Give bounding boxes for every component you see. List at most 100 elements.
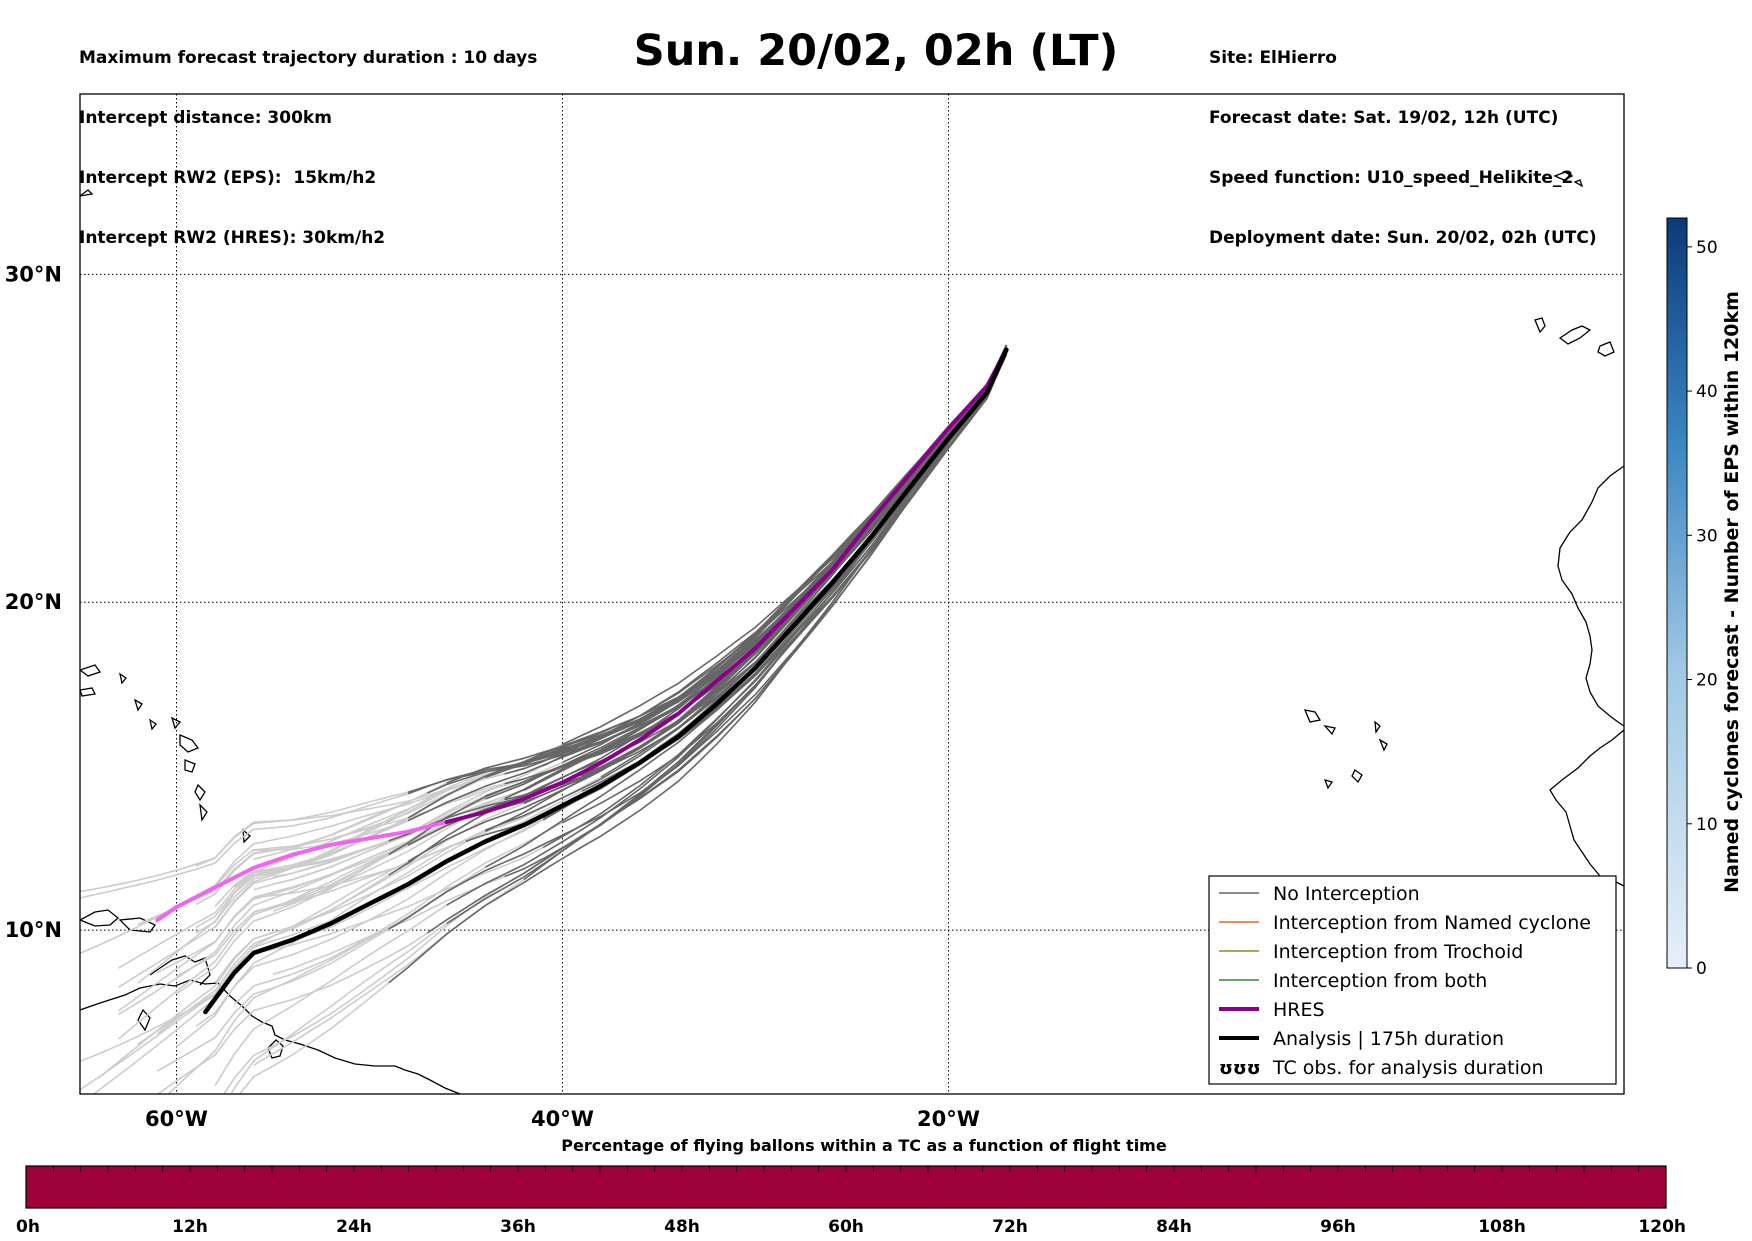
legend-entry: No Interception — [1219, 883, 1420, 905]
colorbar-right: 0 10 20 30 40 50 Named cyclones forecast - Nu… — [1666, 217, 1743, 979]
eps-trajectory — [600, 353, 1008, 763]
eps-trajectory — [484, 344, 1008, 833]
colorbar-bottom-tick-label: 60h — [828, 1217, 864, 1237]
legend-box — [1208, 875, 1617, 1085]
lat-tick-label: 20°N — [5, 590, 62, 614]
page-title: Sun. 20/02, 02h (LT) — [633, 26, 1119, 76]
header-right-line: Forecast date: Sat. 19/02, 12h (UTC) — [1209, 108, 1559, 128]
coastline-capeverde-1 — [1303, 709, 1322, 723]
colorbar-right-tick-label: 40 — [1696, 382, 1718, 402]
eps-trajectory-faded — [167, 866, 486, 1094]
eps-trajectory — [407, 344, 1008, 822]
eps-trajectory — [485, 344, 1008, 800]
coastline-capeverde-3 — [1374, 720, 1381, 734]
eps-trajectory — [600, 346, 1008, 778]
eps-trajectory — [523, 353, 1008, 763]
colorbar-bottom-tick-label: 84h — [1156, 1217, 1192, 1237]
header-left-line: Intercept RW2 (EPS): 15km/h2 — [79, 168, 377, 188]
tc-obs-symbol-icon: ʊʊʊ — [1219, 1058, 1261, 1079]
eps-trajectory — [446, 353, 1008, 906]
legend-label: Analysis | 175h duration — [1273, 1028, 1504, 1050]
legend-label: No Interception — [1273, 883, 1420, 905]
eps-trajectory — [388, 354, 1008, 842]
eps-trajectory-faded — [118, 797, 505, 1040]
eps-trajectory — [562, 348, 1008, 764]
header-right-line: Speed function: U10_speed_Helikite_2 — [1209, 168, 1574, 188]
coastline-island-b — [184, 759, 196, 773]
eps-trajectory-faded — [233, 821, 563, 1005]
coastline-canary-1 — [1534, 317, 1546, 334]
hres-track-early — [155, 819, 449, 923]
eps-trajectory-faded — [214, 904, 448, 1086]
coastline-island-i — [170, 716, 182, 730]
eps-trajectory-faded — [80, 819, 544, 1091]
colorbar-right-tick-label: 30 — [1696, 526, 1718, 546]
coastline-canary-3 — [1597, 341, 1615, 357]
eps-trajectory — [426, 344, 1008, 934]
coastline-antilles-3 — [80, 664, 102, 677]
coastline-south-america — [80, 979, 461, 1094]
colorbar-bottom-bar — [25, 1165, 1667, 1209]
eps-trajectory — [485, 345, 1008, 797]
colorbar-bottom-tick-label: 24h — [336, 1217, 372, 1237]
legend-entry: HRES — [1219, 999, 1325, 1021]
header-left-line: Intercept distance: 300km — [79, 108, 332, 128]
eps-trajectory — [504, 352, 1008, 785]
colorbar-right-label: Named cyclones forecast - Number of EPS … — [1721, 291, 1743, 893]
eps-trajectory — [407, 346, 1008, 819]
eps-trajectory-faded — [80, 793, 409, 899]
colorbar-bottom-tick-label: 120h — [1638, 1217, 1686, 1237]
coastline-antilles-2 — [118, 917, 156, 933]
map-tick-labels: 30°N 20°N 10°N 60°W 40°W 20°W — [5, 262, 980, 1131]
lat-tick-label: 10°N — [5, 918, 62, 942]
coastline-island-c — [194, 783, 206, 802]
eps-trajectory-faded — [253, 776, 602, 899]
colorbar-bottom-title: Percentage of flying ballons within a TC… — [561, 1136, 1167, 1155]
legend-label: HRES — [1273, 999, 1325, 1021]
coastline-capeverde-6 — [1323, 779, 1334, 790]
legend-entry: Interception from Trochoid — [1219, 941, 1523, 963]
coastline-capeverde-4 — [1378, 738, 1388, 752]
lon-tick-label: 40°W — [531, 1107, 594, 1131]
eps-trajectory-faded — [176, 853, 390, 995]
map-frame — [79, 93, 1625, 1095]
colorbar-bottom-tick-label: 0h — [16, 1217, 40, 1237]
legend-label: Interception from Trochoid — [1273, 941, 1523, 963]
coastline-island-g — [133, 698, 143, 712]
coastline-island-f — [119, 672, 127, 685]
eps-trajectories — [388, 344, 1008, 984]
coastline-africa — [1557, 465, 1624, 727]
colorbar-right-tick-label: 0 — [1696, 959, 1707, 979]
analysis-track — [203, 347, 1009, 1015]
eps-trajectory — [562, 348, 1008, 754]
eps-trajectory — [485, 354, 1008, 831]
eps-trajectory-faded — [195, 752, 563, 867]
eps-trajectory — [523, 345, 1008, 792]
header-info-left: Maximum forecast trajectory duration : 1… — [79, 8, 537, 268]
eps-trajectory — [523, 347, 1008, 766]
colorbar-right-tick-label: 20 — [1696, 671, 1718, 691]
eps-trajectory — [504, 350, 1008, 775]
colorbar-right-tick-label: 10 — [1696, 815, 1718, 835]
colorbar-bottom-tick-label: 36h — [500, 1217, 536, 1237]
colorbar-bottom-tick-label: 96h — [1320, 1217, 1356, 1237]
colorbar-right-tick-label: 50 — [1696, 238, 1718, 258]
eps-trajectory-faded — [195, 776, 486, 897]
eps-trajectory — [446, 351, 1008, 925]
eps-trajectory — [542, 350, 1008, 776]
header-right-line: Site: ElHierro — [1209, 48, 1337, 68]
lon-tick-label: 20°W — [917, 1107, 980, 1131]
eps-trajectory — [504, 344, 1008, 800]
legend-entry: Analysis | 175h duration — [1219, 1028, 1504, 1050]
eps-trajectory — [562, 349, 1008, 746]
header-left-line: Intercept RW2 (HRES): 30km/h2 — [79, 228, 386, 248]
legend-entry: Interception from both — [1219, 970, 1487, 992]
colorbar-bottom: Percentage of flying ballons within a TC… — [16, 1136, 1686, 1237]
legend-label: Interception from both — [1273, 970, 1487, 992]
coastlines — [80, 171, 1624, 1094]
legend-entry: Interception from Named cyclone — [1219, 912, 1591, 934]
eps-trajectory-faded — [230, 922, 448, 1094]
header-right-line: Deployment date: Sun. 20/02, 02h (UTC) — [1209, 228, 1597, 248]
map-legend: No Interception Interception from Named c… — [1208, 875, 1617, 1085]
eps-trajectory-faded — [272, 798, 505, 885]
